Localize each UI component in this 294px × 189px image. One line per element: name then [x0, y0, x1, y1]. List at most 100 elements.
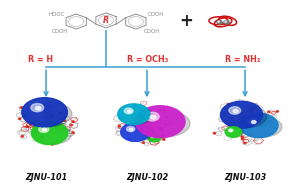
Circle shape [217, 21, 222, 24]
Text: COOH: COOH [144, 29, 161, 34]
Text: R: R [103, 15, 109, 25]
Circle shape [134, 124, 136, 125]
Circle shape [26, 126, 28, 127]
Circle shape [121, 123, 150, 141]
Circle shape [72, 121, 74, 122]
Circle shape [22, 98, 67, 127]
Circle shape [276, 111, 278, 112]
Circle shape [150, 111, 152, 112]
Circle shape [150, 115, 156, 119]
Circle shape [251, 121, 256, 123]
Circle shape [161, 135, 163, 136]
Circle shape [164, 124, 167, 125]
Circle shape [60, 113, 62, 114]
Text: R = OCH₃: R = OCH₃ [126, 55, 168, 64]
Circle shape [227, 123, 229, 125]
Circle shape [61, 119, 64, 120]
Circle shape [239, 124, 241, 125]
Circle shape [228, 129, 233, 132]
Circle shape [224, 21, 229, 24]
Circle shape [131, 108, 133, 110]
Ellipse shape [242, 117, 282, 137]
Circle shape [148, 122, 150, 124]
Circle shape [156, 117, 158, 118]
Circle shape [129, 138, 131, 139]
Ellipse shape [148, 135, 162, 142]
Circle shape [50, 115, 52, 117]
Circle shape [241, 138, 244, 140]
Circle shape [128, 132, 131, 133]
Ellipse shape [138, 110, 190, 137]
Circle shape [163, 109, 166, 111]
Text: COOH: COOH [148, 12, 164, 17]
Circle shape [42, 128, 47, 131]
Circle shape [220, 101, 263, 128]
Circle shape [41, 136, 43, 137]
Circle shape [230, 117, 233, 119]
Circle shape [163, 139, 165, 140]
Text: ZJNU-101: ZJNU-101 [25, 174, 67, 183]
Circle shape [24, 115, 26, 116]
Circle shape [131, 128, 133, 130]
Circle shape [118, 125, 121, 127]
Circle shape [70, 124, 72, 126]
Circle shape [151, 135, 154, 137]
Circle shape [150, 140, 152, 142]
Ellipse shape [226, 128, 243, 137]
Circle shape [146, 136, 148, 137]
Circle shape [232, 125, 234, 127]
Circle shape [262, 119, 264, 121]
Circle shape [241, 117, 244, 119]
Circle shape [239, 113, 242, 115]
Circle shape [137, 130, 139, 132]
Circle shape [29, 124, 32, 125]
Circle shape [155, 120, 157, 122]
Circle shape [151, 131, 153, 132]
Circle shape [146, 130, 148, 132]
Circle shape [213, 132, 216, 134]
Circle shape [152, 136, 153, 137]
Circle shape [158, 110, 161, 111]
Circle shape [150, 123, 152, 125]
Circle shape [31, 122, 33, 124]
Circle shape [234, 127, 237, 129]
Circle shape [229, 112, 231, 113]
Circle shape [225, 127, 241, 137]
Circle shape [160, 127, 163, 129]
Circle shape [49, 132, 52, 133]
Circle shape [33, 125, 36, 127]
Circle shape [151, 128, 154, 129]
Text: ZJNU-103: ZJNU-103 [224, 174, 266, 183]
Ellipse shape [33, 125, 71, 144]
Circle shape [127, 110, 131, 112]
Text: +: + [180, 12, 193, 30]
Circle shape [63, 116, 66, 118]
Circle shape [248, 134, 251, 136]
Circle shape [255, 122, 258, 123]
Circle shape [233, 109, 238, 113]
Circle shape [268, 111, 270, 113]
Ellipse shape [119, 107, 153, 124]
Circle shape [248, 118, 258, 125]
Circle shape [129, 128, 133, 131]
Circle shape [241, 136, 243, 138]
Text: COOH: COOH [52, 29, 68, 34]
Circle shape [135, 106, 185, 138]
Circle shape [225, 21, 227, 22]
Ellipse shape [122, 125, 153, 141]
Circle shape [142, 142, 144, 143]
Circle shape [226, 122, 229, 124]
Circle shape [43, 105, 45, 107]
Circle shape [31, 104, 44, 112]
Text: HOOC: HOOC [48, 12, 64, 17]
Circle shape [21, 136, 24, 137]
Circle shape [72, 132, 74, 134]
Circle shape [36, 106, 41, 110]
Circle shape [143, 129, 145, 131]
Text: R = H: R = H [29, 55, 54, 64]
Ellipse shape [24, 102, 72, 126]
Circle shape [158, 119, 161, 120]
Circle shape [31, 121, 68, 145]
Circle shape [240, 113, 278, 138]
Circle shape [253, 119, 256, 121]
